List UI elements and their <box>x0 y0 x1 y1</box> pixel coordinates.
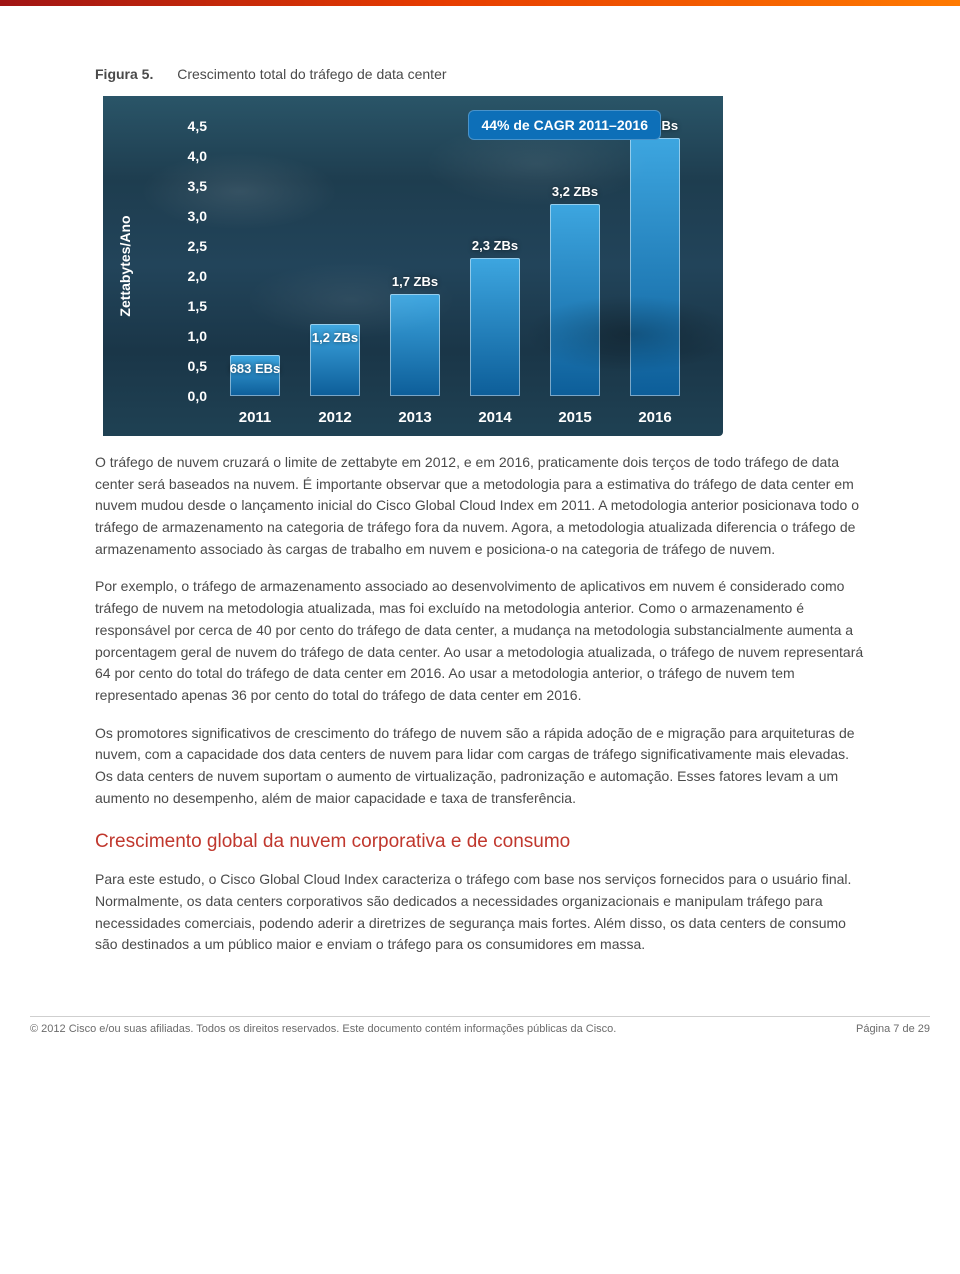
chart-bar: 2,3 ZBs <box>470 258 520 396</box>
chart-bar: 3,2 ZBs <box>550 204 600 396</box>
chart-bar: 683 EBs <box>230 355 280 396</box>
bar-value-label: 683 EBs <box>230 361 281 376</box>
page-footer: © 2012 Cisco e/ou suas afiliadas. Todos … <box>30 1016 930 1055</box>
x-tick: 2013 <box>398 409 431 426</box>
figure-title: Crescimento total do tráfego de data cen… <box>177 66 446 82</box>
body-paragraph-2: Por exemplo, o tráfego de armazenamento … <box>95 576 865 706</box>
x-tick: 2016 <box>638 409 671 426</box>
y-tick: 2,0 <box>188 268 207 284</box>
y-tick: 3,5 <box>188 178 207 194</box>
body-paragraph-3: Os promotores significativos de crescime… <box>95 723 865 810</box>
x-tick: 2012 <box>318 409 351 426</box>
traffic-bar-chart: 44% de CAGR 2011–2016 Zettabytes/Ano 0,0… <box>103 96 723 436</box>
y-axis: 0,00,51,01,52,02,53,03,54,04,5 <box>163 126 213 396</box>
bar-value-label: 3,2 ZBs <box>552 184 598 199</box>
body-paragraph-4: Para este estudo, o Cisco Global Cloud I… <box>95 869 865 956</box>
y-tick: 4,5 <box>188 118 207 134</box>
section-heading: Crescimento global da nuvem corporativa … <box>95 831 865 853</box>
y-tick: 3,0 <box>188 208 207 224</box>
x-tick: 2015 <box>558 409 591 426</box>
figure-caption: Figura 5. Crescimento total do tráfego d… <box>95 66 865 82</box>
x-tick: 2014 <box>478 409 511 426</box>
chart-bar: 1,7 ZBs <box>390 294 440 396</box>
x-axis: 2011 2012 2013 2014 2015 2016 <box>215 402 695 426</box>
page-content: Figura 5. Crescimento total do tráfego d… <box>0 6 960 976</box>
chart-bar: 4,3 ZBs <box>630 138 680 396</box>
figure-label: Figura 5. <box>95 66 153 82</box>
y-axis-label: Zettabytes/Ano <box>117 215 133 316</box>
chart-bar: 1,2 ZBs <box>310 324 360 396</box>
y-tick: 1,5 <box>188 298 207 314</box>
y-tick: 0,0 <box>188 388 207 404</box>
y-tick: 4,0 <box>188 148 207 164</box>
y-tick: 2,5 <box>188 238 207 254</box>
footer-right: Página 7 de 29 <box>856 1023 930 1035</box>
bar-value-label: 2,3 ZBs <box>472 238 518 253</box>
bar-value-label: 1,7 ZBs <box>392 274 438 289</box>
body-paragraph-1: O tráfego de nuvem cruzará o limite de z… <box>95 452 865 560</box>
cagr-badge: 44% de CAGR 2011–2016 <box>468 110 661 140</box>
y-tick: 1,0 <box>188 328 207 344</box>
y-tick: 0,5 <box>188 358 207 374</box>
footer-left: © 2012 Cisco e/ou suas afiliadas. Todos … <box>30 1023 616 1035</box>
chart-plot-area: 683 EBs 1,2 ZBs 1,7 ZBs 2,3 ZBs 3,2 ZBs 4,3 Z… <box>215 126 695 396</box>
x-tick: 2011 <box>239 409 272 426</box>
bar-value-label: 1,2 ZBs <box>312 330 358 345</box>
